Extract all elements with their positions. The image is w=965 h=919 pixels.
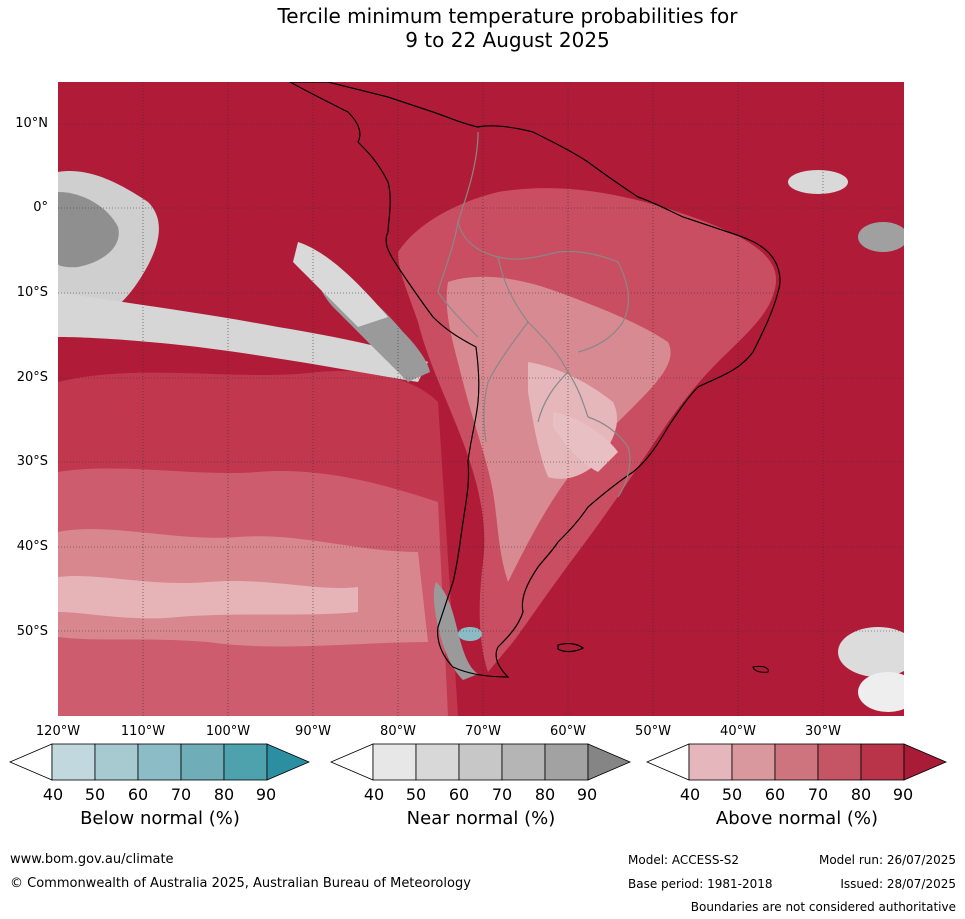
tick-above-80: 80 [850, 785, 872, 804]
lon-label-110w: 110°W [120, 724, 166, 739]
colorbar-segment [860, 743, 905, 781]
legend-title-below: Below normal (%) [80, 808, 240, 829]
colorbar-near-normal [329, 743, 632, 781]
lon-label-50w: 50°W [635, 724, 671, 739]
colorbar-max-triangle [903, 743, 948, 781]
colorbar-segment [458, 743, 503, 781]
south-georgia [752, 665, 769, 673]
tick-below-80: 80 [213, 785, 235, 804]
footer-disclaimer: Boundaries are not considered authoritat… [690, 900, 956, 914]
lon-label-90w: 90°W [295, 724, 331, 739]
tick-below-60: 60 [127, 785, 149, 804]
colorbar-segment [180, 743, 225, 781]
map-gridlines [58, 82, 904, 716]
lon-label-100w: 100°W [205, 724, 251, 739]
tick-below-40: 40 [42, 785, 64, 804]
probability-map [58, 82, 904, 716]
colorbar-min-triangle [645, 743, 690, 781]
tick-above-40: 40 [679, 785, 701, 804]
region-equatorial-near-normal-90 [58, 192, 119, 268]
lon-label-30w: 30°W [805, 724, 841, 739]
colorbar-min-triangle [8, 743, 53, 781]
colorbar-segment [501, 743, 546, 781]
colorbar-max-triangle [266, 743, 311, 781]
falkland-islands [557, 642, 585, 653]
lat-label-10n: 10°N [15, 116, 48, 131]
patch-south-atlantic-2 [858, 672, 904, 712]
lon-label-120w: 120°W [35, 724, 81, 739]
colorbar-segment [51, 743, 96, 781]
footer-base-period: Base period: 1981-2018 [628, 877, 773, 891]
tick-below-50: 50 [84, 785, 106, 804]
tick-above-50: 50 [721, 785, 743, 804]
colorbar-min-triangle [329, 743, 374, 781]
region-continent-40-b [553, 412, 618, 472]
colorbar-segment [223, 743, 268, 781]
tick-below-70: 70 [170, 785, 192, 804]
colorbar-segment [372, 743, 417, 781]
region-patagonia-below-normal [458, 627, 482, 641]
country-borders [437, 131, 631, 498]
tick-near-80: 80 [534, 785, 556, 804]
lat-label-30s: 30°S [16, 454, 48, 469]
region-peru-light [293, 242, 388, 327]
tick-above-60: 60 [764, 785, 786, 804]
tick-below-90: 90 [255, 785, 277, 804]
colorbar-above-normal [645, 743, 948, 781]
region-near-normal-strip [58, 292, 428, 382]
map-title: Tercile minimum temperature probabilitie… [0, 4, 965, 52]
lon-label-40w: 40°W [720, 724, 756, 739]
lat-label-40s: 40°S [16, 539, 48, 554]
colorbar-segment [137, 743, 182, 781]
footer-copyright: © Commonwealth of Australia 2025, Austra… [10, 876, 471, 891]
lat-label-0: 0° [33, 200, 48, 215]
colorbar-segment [731, 743, 776, 781]
footer-website: www.bom.gov.au/climate [10, 852, 174, 867]
tick-near-60: 60 [448, 785, 470, 804]
lat-label-10s: 10°S [16, 285, 48, 300]
title-line-2: 9 to 22 August 2025 [405, 28, 610, 52]
south-america-coastline [288, 82, 781, 678]
lon-label-60w: 60°W [550, 724, 586, 739]
lon-label-70w: 70°W [465, 724, 501, 739]
tick-above-90: 90 [892, 785, 914, 804]
tick-above-70: 70 [807, 785, 829, 804]
tick-near-70: 70 [491, 785, 513, 804]
colorbar-segment [688, 743, 733, 781]
patch-south-atlantic [838, 627, 904, 677]
colorbar-max-triangle [587, 743, 632, 781]
colorbar-segment [774, 743, 819, 781]
tick-near-90: 90 [576, 785, 598, 804]
colorbar-segment [94, 743, 139, 781]
colorbar-segment [544, 743, 589, 781]
region-south-pacific-40 [58, 575, 358, 619]
title-line-1: Tercile minimum temperature probabilitie… [277, 4, 738, 28]
legend-title-above: Above normal (%) [715, 808, 879, 829]
patch-atlantic-2 [858, 222, 904, 252]
colorbar-segment [415, 743, 460, 781]
footer-model-run: Model run: 26/07/2025 [818, 853, 956, 867]
legend-title-near: Near normal (%) [406, 808, 556, 829]
map-svg [58, 82, 904, 716]
footer-issued: Issued: 28/07/2025 [840, 877, 956, 891]
tick-near-50: 50 [405, 785, 427, 804]
lat-label-50s: 50°S [16, 624, 48, 639]
colorbar-segment [817, 743, 862, 781]
lon-label-80w: 80°W [380, 724, 416, 739]
colorbar-below-normal [8, 743, 311, 781]
lat-label-20s: 20°S [16, 370, 48, 385]
footer-model: Model: ACCESS-S2 [628, 853, 740, 867]
tick-near-40: 40 [363, 785, 385, 804]
patch-atlantic-1 [788, 170, 848, 194]
